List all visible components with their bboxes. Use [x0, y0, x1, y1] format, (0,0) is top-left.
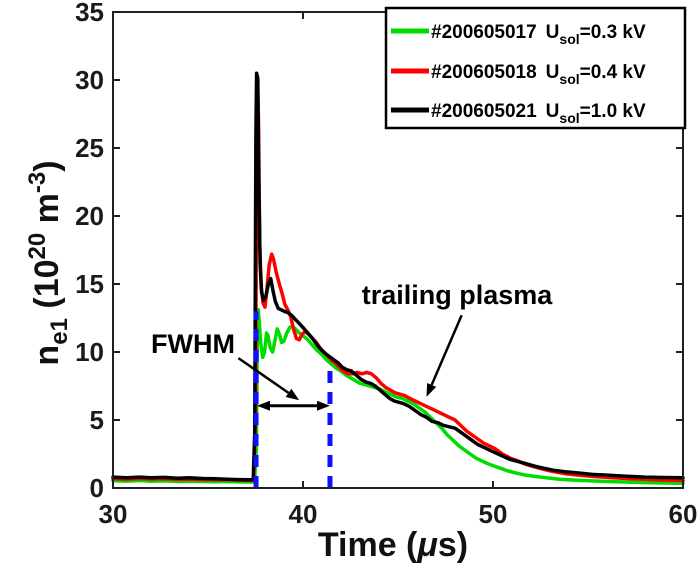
legend-item-black: #200605021 Usol=1.0 kV [391, 101, 646, 126]
fwhm-dashed-lines [253, 311, 333, 488]
data-series [111, 71, 685, 485]
x-tick-label: 50 [479, 499, 508, 529]
fwhm-pointer-arrow-head [285, 388, 300, 401]
legend: #200605017 Usol=0.3 kV #200605018 Usol=0.4… [384, 6, 687, 130]
y-tick-label: 35 [75, 0, 104, 27]
y-tick-label: 30 [75, 65, 104, 95]
trailing-plasma-arrow-head [426, 383, 437, 397]
x-tick-label: 60 [669, 499, 698, 529]
legend-item-green: #200605017 Usol=0.3 kV [391, 22, 646, 47]
y-tick-label: 0 [90, 473, 104, 503]
legend-label-green: #200605017 Usol=0.3 kV [431, 22, 646, 47]
x-axis-label: Time (μs) [318, 526, 468, 564]
x-tick-label: 30 [99, 499, 128, 529]
legend-box [384, 6, 687, 130]
fwhm-span-arrow-head [317, 400, 330, 411]
y-tick-label: 5 [90, 405, 104, 435]
y-tick-label: 20 [75, 201, 104, 231]
trailing-plasma-annotation-label: trailing plasma [362, 280, 554, 310]
fwhm-pointer-arrow-line [237, 357, 290, 394]
y-axis-label: ne1 (1020 m-3) [24, 160, 73, 365]
series-line-red-0.4kV [111, 75, 685, 483]
series-line-black-1.0kV [111, 71, 685, 482]
axis-ticks: 30 40 50 60 0 5 10 15 20 25 30 35 [75, 0, 697, 529]
y-tick-label: 10 [75, 337, 104, 367]
y-tick-label: 25 [75, 133, 104, 163]
legend-item-red: #200605018 Usol=0.4 kV [391, 62, 646, 87]
trailing-plasma-arrow-line [430, 314, 463, 386]
annotation-arrows [237, 314, 463, 411]
x-tick-label: 40 [289, 499, 318, 529]
y-tick-label: 15 [75, 269, 104, 299]
legend-label-black: #200605021 Usol=1.0 kV [431, 101, 646, 126]
fwhm-annotation-label: FWHM [151, 329, 235, 359]
fwhm-span-arrow-head [257, 400, 270, 411]
legend-label-red: #200605018 Usol=0.4 kV [431, 62, 646, 87]
